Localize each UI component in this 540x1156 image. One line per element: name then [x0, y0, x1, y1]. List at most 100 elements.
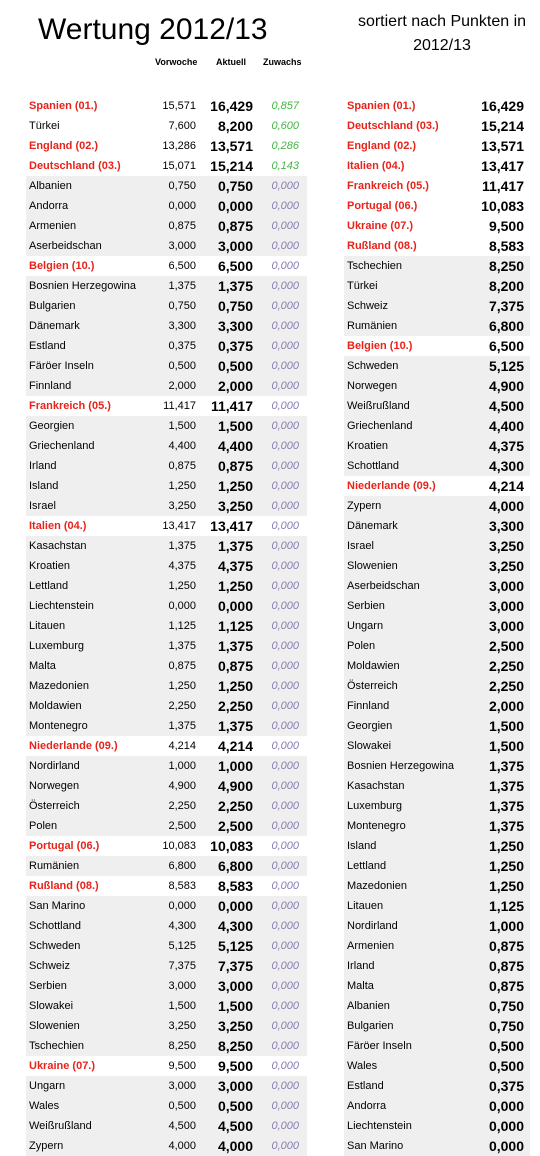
current-value: 0,000 [488, 1138, 524, 1154]
country-name: San Marino [347, 1140, 404, 1152]
table-row: Rumänien 6,800 6,800 0,000 [26, 856, 307, 876]
country-name: Bosnien Herzegowina [347, 760, 455, 772]
current-value: 1,500 [217, 998, 253, 1014]
country-name: Deutschland (03.) [29, 160, 121, 172]
gain-value: 0,000 [271, 280, 299, 292]
previous-week-value: 1,250 [168, 480, 196, 492]
table-row: Belgien (10.) 6,500 6,500 0,000 [26, 256, 307, 276]
country-name: Rußland (08.) [347, 240, 417, 252]
table-row: Wales 0,500 0,500 0,000 [26, 1096, 307, 1116]
table-row: Montenegro 1,375 1,375 0,000 [26, 716, 307, 736]
table-row: Slowenien 3,250 3,250 0,000 [26, 1016, 307, 1036]
gain-value: 0,000 [271, 980, 299, 992]
current-value: 6,500 [217, 258, 253, 274]
country-name: Slowenien [347, 560, 398, 572]
current-value: 2,250 [488, 658, 524, 674]
previous-week-value: 11,417 [163, 400, 196, 412]
table-row: Ukraine (07.) 9,500 9,500 0,000 [26, 1056, 307, 1076]
table-row: Schottland 4,300 [344, 456, 530, 476]
country-name: Griechenland [29, 440, 95, 452]
country-name: San Marino [29, 900, 86, 912]
previous-week-value: 0,875 [168, 220, 196, 232]
gain-value: 0,286 [271, 140, 299, 152]
table-row: Bosnien Herzegowina 1,375 [344, 756, 530, 776]
table-row: San Marino 0,000 [344, 1136, 530, 1156]
country-name: Norwegen [29, 780, 80, 792]
current-value: 0,875 [217, 458, 253, 474]
table-row: Mazedonien 1,250 [344, 876, 530, 896]
country-name: Estland [347, 1080, 384, 1092]
country-name: England (02.) [29, 140, 99, 152]
gain-value: 0,000 [271, 400, 299, 412]
country-name: Dänemark [347, 520, 398, 532]
gain-value: 0,000 [271, 540, 299, 552]
current-value: 11,417 [481, 178, 524, 194]
country-name: Mazedonien [29, 680, 89, 692]
country-name: Italien (04.) [347, 160, 405, 172]
current-value: 1,375 [488, 798, 524, 814]
table-row: Kroatien 4,375 4,375 0,000 [26, 556, 307, 576]
table-row: Liechtenstein 0,000 0,000 0,000 [26, 596, 307, 616]
gain-value: 0,000 [271, 1060, 299, 1072]
country-name: Ukraine (07.) [29, 1060, 96, 1072]
country-name: Liechtenstein [29, 600, 94, 612]
table-row: England (02.) 13,286 13,571 0,286 [26, 136, 307, 156]
current-value: 1,250 [217, 578, 253, 594]
gain-value: 0,000 [271, 1000, 299, 1012]
table-row: Finnland 2,000 2,000 0,000 [26, 376, 307, 396]
current-value: 13,571 [481, 138, 524, 154]
table-row: Wales 0,500 [344, 1056, 530, 1076]
current-value: 3,000 [488, 578, 524, 594]
current-value: 0,000 [488, 1118, 524, 1134]
previous-week-value: 3,000 [168, 240, 196, 252]
table-row: Albanien 0,750 [344, 996, 530, 1016]
table-row: Niederlande (09.) 4,214 4,214 0,000 [26, 736, 307, 756]
table-row: Deutschland (03.) 15,214 [344, 116, 530, 136]
table-row: Island 1,250 1,250 0,000 [26, 476, 307, 496]
gain-value: 0,000 [271, 800, 299, 812]
previous-week-value: 15,571 [162, 100, 196, 112]
table-row: Slowakei 1,500 [344, 736, 530, 756]
table-row: Polen 2,500 2,500 0,000 [26, 816, 307, 836]
country-name: Litauen [29, 620, 66, 632]
previous-week-value: 3,000 [168, 1080, 196, 1092]
country-name: Slowenien [29, 1020, 80, 1032]
previous-week-value: 1,375 [168, 720, 196, 732]
current-value: 0,500 [488, 1058, 524, 1074]
gain-value: 0,000 [271, 220, 299, 232]
gain-value: 0,143 [271, 160, 299, 172]
current-value: 1,375 [488, 778, 524, 794]
current-value: 1,250 [488, 878, 524, 894]
country-name: Zypern [29, 1140, 64, 1152]
country-name: Bulgarien [347, 1020, 394, 1032]
table-row: Aserbeidschan 3,000 [344, 576, 530, 596]
previous-week-value: 4,000 [168, 1140, 196, 1152]
table-row: Portugal (06.) 10,083 10,083 0,000 [26, 836, 307, 856]
gain-value: 0,000 [271, 1100, 299, 1112]
current-value: 6,500 [488, 338, 524, 354]
gain-value: 0,000 [271, 640, 299, 652]
country-name: Weißrußland [347, 400, 410, 412]
current-value: 1,375 [217, 538, 253, 554]
previous-week-value: 0,875 [168, 660, 196, 672]
gain-value: 0,000 [271, 1040, 299, 1052]
table-row: Malta 0,875 0,875 0,000 [26, 656, 307, 676]
gain-value: 0,000 [271, 320, 299, 332]
country-name: Estland [29, 340, 66, 352]
column-header-gain: Zuwachs [263, 57, 302, 67]
current-value: 7,375 [217, 958, 253, 974]
country-name: Zypern [347, 500, 382, 512]
table-row: Schottland 4,300 4,300 0,000 [26, 916, 307, 936]
previous-week-value: 0,000 [168, 900, 196, 912]
country-name: Spanien (01.) [29, 100, 98, 112]
gain-value: 0,857 [271, 100, 299, 112]
country-name: Nordirland [29, 760, 80, 772]
table-row: Liechtenstein 0,000 [344, 1116, 530, 1136]
table-row: Nordirland 1,000 1,000 0,000 [26, 756, 307, 776]
gain-value: 0,000 [271, 780, 299, 792]
table-row: Ukraine (07.) 9,500 [344, 216, 530, 236]
previous-week-value: 1,375 [168, 640, 196, 652]
country-name: Bosnien Herzegowina [29, 280, 137, 292]
current-value: 3,250 [488, 558, 524, 574]
current-value: 10,083 [210, 838, 253, 854]
